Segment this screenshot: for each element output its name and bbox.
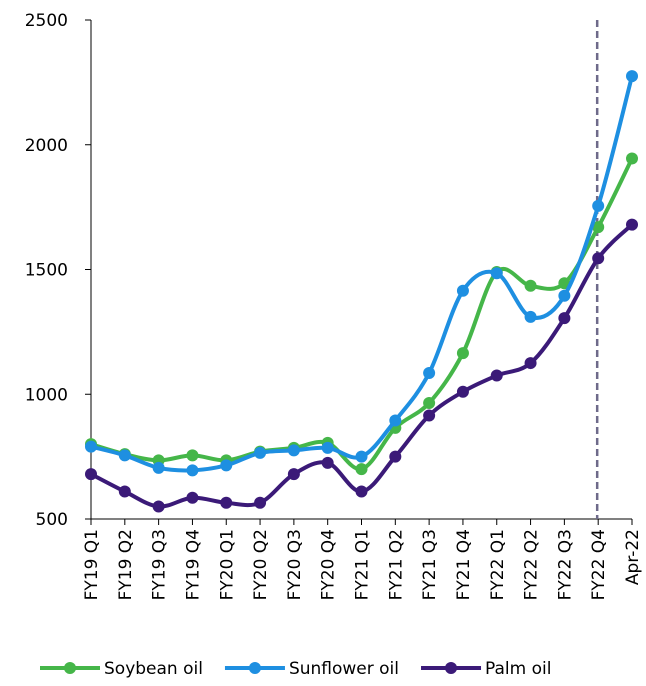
point xyxy=(118,485,131,498)
x-tick-label: FY20 Q4 xyxy=(319,529,339,600)
point xyxy=(423,396,436,409)
point xyxy=(592,252,605,265)
point xyxy=(456,284,469,297)
x-tick-label: FY19 Q1 xyxy=(82,529,102,600)
legend-marker xyxy=(64,662,76,674)
x-tick-label: FY21 Q2 xyxy=(386,529,406,600)
legend-label: Sunflower oil xyxy=(289,659,399,679)
point xyxy=(389,450,402,463)
x-tick-label: FY21 Q1 xyxy=(353,529,373,600)
point xyxy=(389,414,402,427)
point xyxy=(626,218,638,231)
point xyxy=(490,267,503,280)
legend-label: Palm oil xyxy=(485,659,551,679)
y-tick-label: 500 xyxy=(36,510,68,530)
x-tick-label: FY20 Q2 xyxy=(251,529,271,600)
x-tick-label: FY22 Q2 xyxy=(522,529,542,600)
x-tick-label: FY22 Q4 xyxy=(589,529,609,600)
x-tick-label: FY20 Q3 xyxy=(285,529,305,600)
legend-label: Soybean oil xyxy=(104,659,203,679)
legend-marker xyxy=(248,662,261,674)
point xyxy=(558,289,571,302)
point xyxy=(592,221,605,234)
point xyxy=(220,496,233,509)
point xyxy=(152,461,165,474)
point xyxy=(186,491,199,504)
x-tick-label: FY21 Q4 xyxy=(454,529,474,600)
point xyxy=(524,279,537,292)
point xyxy=(355,450,368,463)
point xyxy=(456,347,469,360)
point xyxy=(355,463,368,476)
x-tick-label: Apr-22 xyxy=(623,529,643,585)
point xyxy=(85,468,97,481)
y-tick-label: 2500 xyxy=(25,11,68,31)
point xyxy=(592,199,605,212)
point xyxy=(423,367,436,380)
point xyxy=(254,496,267,509)
point xyxy=(220,459,233,472)
point xyxy=(186,449,199,462)
x-tick-label: FY22 Q1 xyxy=(488,529,508,600)
x-tick-label: FY22 Q3 xyxy=(555,529,575,600)
y-tick-label: 1500 xyxy=(25,261,68,281)
x-tick-label: FY19 Q2 xyxy=(116,529,136,600)
x-tick-label: FY19 Q3 xyxy=(150,529,170,600)
point xyxy=(152,500,165,513)
point xyxy=(254,446,267,459)
series-line xyxy=(90,75,634,473)
point xyxy=(524,357,537,370)
point xyxy=(355,485,368,498)
point xyxy=(287,444,300,457)
y-tick-label: 1000 xyxy=(25,385,68,405)
x-tick-label: FY19 Q4 xyxy=(183,529,203,600)
point xyxy=(524,310,537,323)
y-tick-label: 2000 xyxy=(25,136,68,156)
legend-marker xyxy=(445,662,458,674)
point xyxy=(186,464,199,477)
point xyxy=(626,152,638,165)
point xyxy=(423,409,436,422)
point xyxy=(287,468,300,481)
point xyxy=(321,441,334,454)
point xyxy=(321,456,334,469)
point xyxy=(490,369,503,382)
point xyxy=(118,449,131,462)
point xyxy=(456,385,469,398)
x-tick-label: FY21 Q3 xyxy=(420,529,440,600)
x-tick-label: FY20 Q1 xyxy=(217,529,237,600)
point xyxy=(85,440,97,453)
point xyxy=(558,312,571,325)
point xyxy=(626,70,638,83)
